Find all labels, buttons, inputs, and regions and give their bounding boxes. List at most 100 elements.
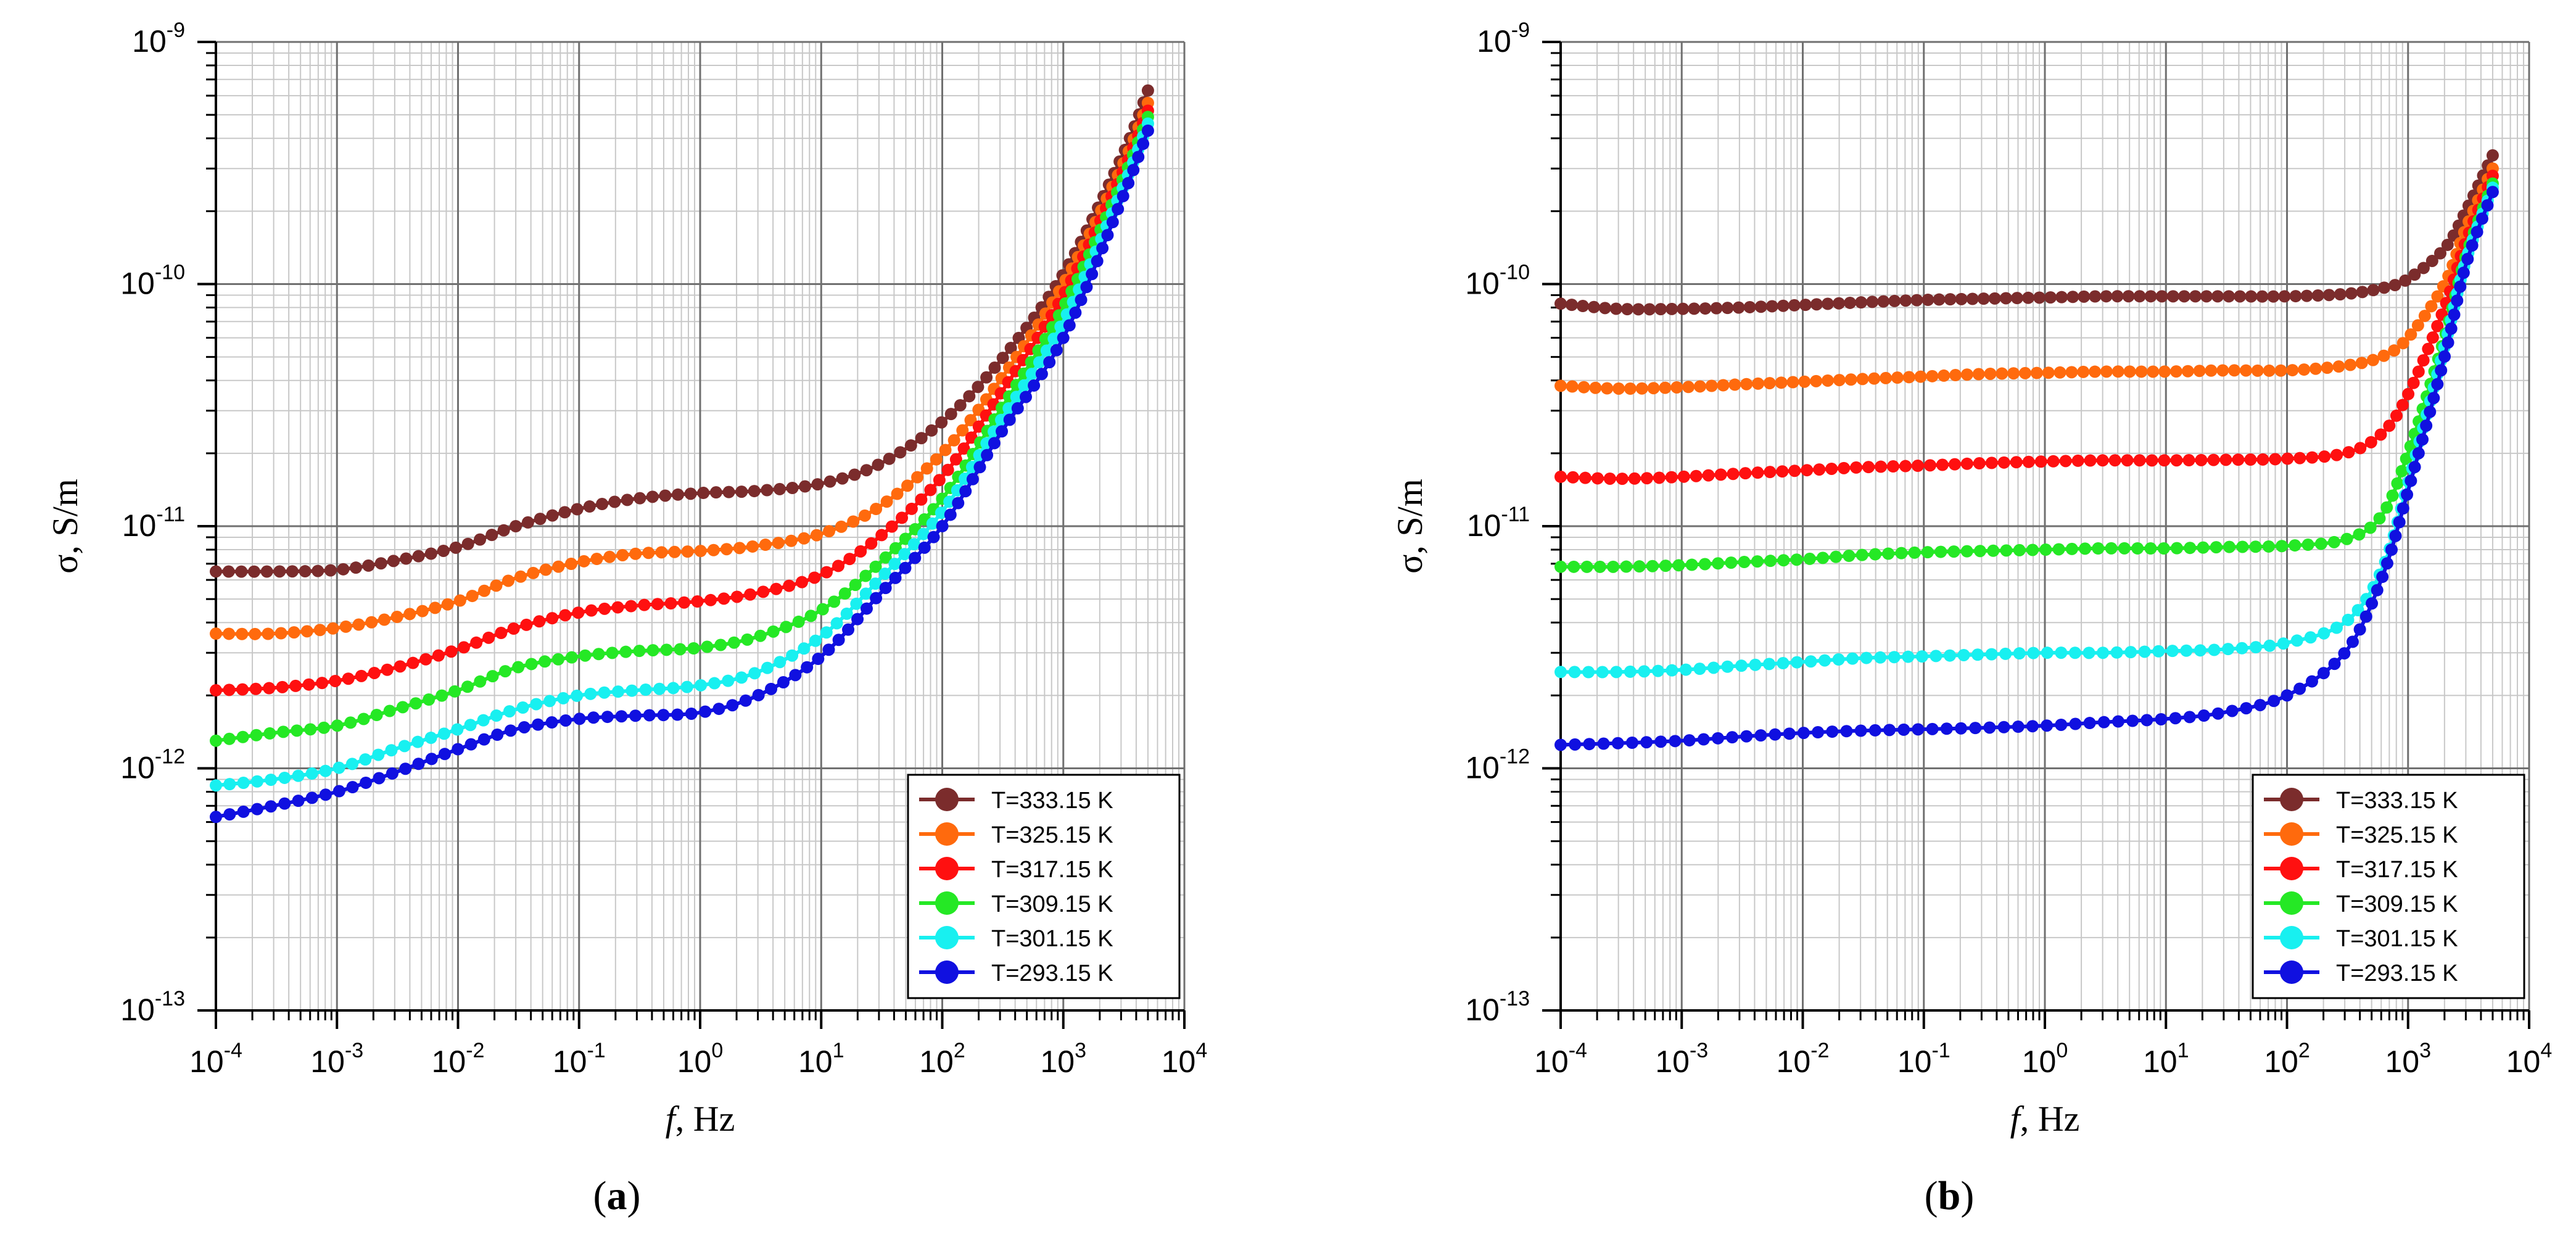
data-point: [981, 448, 994, 461]
data-point: [1866, 295, 1879, 308]
data-point: [2364, 521, 2377, 534]
data-point: [894, 446, 907, 459]
data-point: [2318, 627, 2330, 640]
data-point: [1769, 728, 1781, 741]
data-point: [2425, 300, 2438, 313]
x-tick-label: 101: [2143, 1039, 2189, 1079]
data-point: [1943, 649, 1956, 662]
data-point: [302, 678, 315, 691]
data-point: [1810, 298, 1823, 311]
data-point: [2268, 695, 2281, 708]
data-point: [1596, 666, 1609, 679]
data-point: [2124, 646, 2137, 659]
data-point: [559, 714, 572, 727]
data-point: [744, 588, 757, 601]
data-point: [1801, 464, 1814, 477]
data-point: [643, 709, 656, 722]
data-point: [830, 617, 843, 630]
data-point: [1057, 331, 1070, 344]
data-point: [512, 661, 525, 674]
data-point: [2346, 635, 2359, 648]
data-point: [1749, 658, 1762, 671]
data-point: [699, 705, 712, 718]
data-point: [2022, 455, 2035, 468]
data-point: [901, 479, 914, 492]
data-point: [2408, 461, 2421, 474]
data-point: [2393, 516, 2406, 529]
y-tick-label: 10-11: [1467, 503, 1530, 543]
data-point: [2157, 542, 2170, 555]
data-point: [525, 658, 538, 671]
data-point: [452, 743, 464, 756]
data-point: [590, 553, 603, 566]
data-point: [1050, 344, 1063, 357]
data-point: [2278, 290, 2291, 303]
data-point: [2448, 308, 2461, 321]
data-point: [373, 772, 386, 785]
data-point: [804, 609, 817, 622]
data-point: [2079, 542, 2092, 555]
data-point: [847, 515, 860, 528]
data-point: [2396, 502, 2409, 515]
tick-base: 10: [2022, 1044, 2057, 1079]
y-tick-label: 10-11: [122, 503, 185, 543]
data-point: [816, 603, 829, 616]
data-point: [1554, 666, 1567, 679]
y-tick-label: 10-13: [1465, 987, 1530, 1027]
data-point: [372, 748, 385, 761]
data-point: [1728, 378, 1741, 391]
data-point: [1821, 374, 1834, 387]
data-point: [2300, 289, 2313, 302]
data-point: [657, 709, 670, 722]
data-point: [543, 695, 556, 708]
data-point: [1948, 458, 1961, 471]
data-point: [210, 811, 222, 824]
data-point: [1683, 734, 1696, 747]
legend-item: T=301.15 K: [2264, 926, 2458, 952]
data-point: [534, 513, 547, 526]
data-point: [2322, 289, 2335, 302]
data-point: [746, 540, 759, 553]
data-point: [752, 688, 765, 701]
legend-item: T=333.15 K: [919, 788, 1113, 814]
tick-base: 10: [677, 1044, 712, 1079]
data-point: [1764, 466, 1777, 479]
data-point: [319, 764, 332, 777]
data-point: [2126, 714, 2139, 727]
legend-box: [2252, 774, 2525, 999]
data-point: [629, 547, 642, 560]
data-point: [773, 482, 786, 495]
data-point: [915, 493, 928, 506]
data-point: [2066, 291, 2079, 304]
data-point: [1040, 344, 1053, 357]
data-point: [2306, 451, 2319, 464]
data-point: [2277, 637, 2290, 650]
data-point: [584, 687, 597, 700]
data-point: [299, 565, 312, 578]
data-point: [352, 618, 365, 631]
data-point: [1112, 202, 1125, 215]
data-point: [872, 458, 885, 471]
data-point: [2184, 542, 2197, 555]
series-group: [210, 84, 1154, 824]
tick-base: 10: [120, 993, 155, 1027]
legend-marker: [2280, 926, 2303, 949]
data-point: [714, 638, 727, 651]
data-point: [1712, 557, 1725, 570]
data-point: [385, 744, 398, 757]
data-point: [262, 627, 275, 640]
grid: [1559, 41, 2530, 1012]
data-point: [411, 735, 424, 748]
x-axis-title: f, Hz: [2010, 1099, 2080, 1139]
data-point: [672, 488, 685, 501]
data-point: [1777, 299, 1790, 312]
series-markers: [1554, 149, 2499, 316]
data-point: [2055, 718, 2068, 731]
data-point: [419, 653, 432, 666]
data-point: [667, 682, 680, 695]
chart-b: 10-4 10-3 10-2 10-1 100 101 102 103 10410-1310-1…: [1390, 19, 2552, 1218]
legend-item: T=317.15 K: [919, 857, 1113, 883]
data-point: [1117, 189, 1129, 202]
data-point: [2118, 542, 2131, 555]
data-point: [2133, 454, 2146, 467]
